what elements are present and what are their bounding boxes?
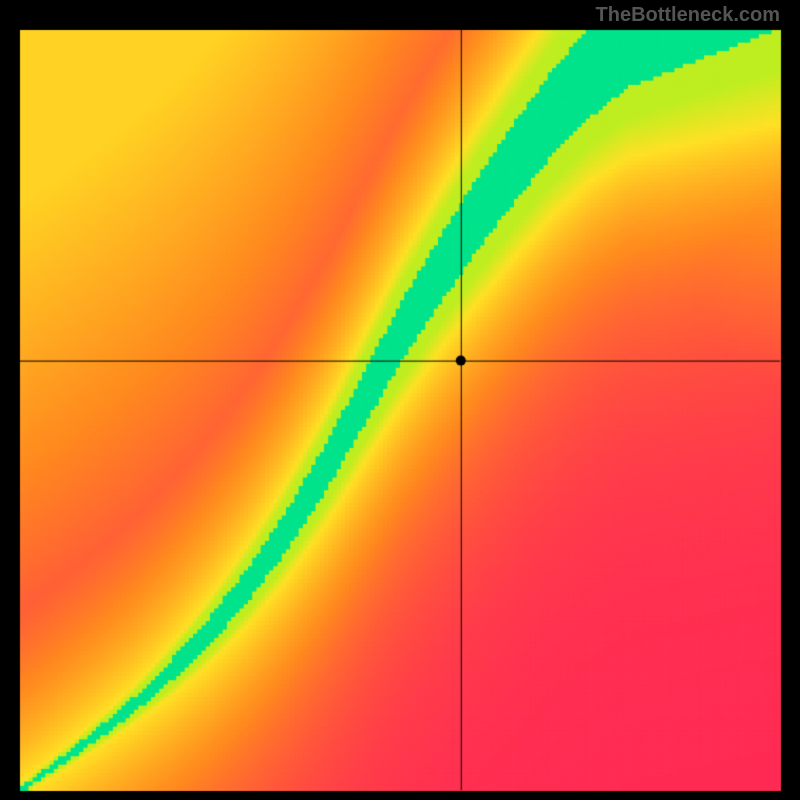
chart-container: TheBottleneck.com xyxy=(0,0,800,800)
bottleneck-heatmap xyxy=(0,0,800,800)
watermark-text: TheBottleneck.com xyxy=(596,4,780,27)
